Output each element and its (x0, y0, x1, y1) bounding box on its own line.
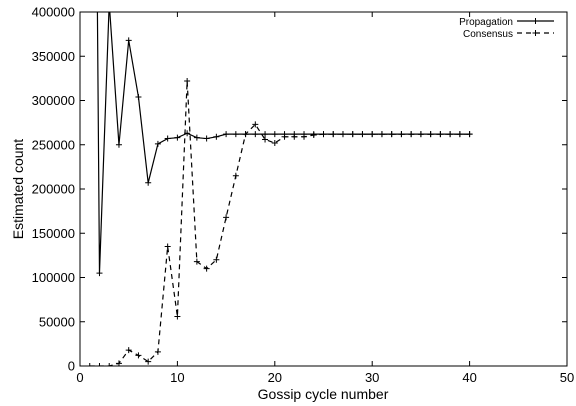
data-point-consensus (223, 214, 230, 221)
y-axis-title: Estimated count (10, 139, 26, 239)
y-tick-label: 100000 (32, 270, 75, 285)
series-propagation (96, 0, 473, 277)
data-point-propagation (193, 134, 200, 141)
data-point-consensus (184, 78, 191, 85)
data-point-consensus (388, 131, 395, 138)
data-point-propagation (96, 270, 103, 277)
data-point-consensus (164, 243, 171, 250)
data-point-propagation (271, 131, 278, 138)
data-point-consensus (291, 133, 298, 140)
data-point-consensus (349, 131, 356, 138)
x-axis: 0 10 20 30 40 50 (76, 12, 574, 385)
series-line-consensus (89, 80, 470, 366)
data-point-consensus (242, 131, 249, 138)
data-point-consensus (310, 132, 317, 139)
data-point-consensus (456, 131, 463, 138)
data-point-consensus (301, 133, 308, 140)
y-tick-label: 200000 (32, 182, 75, 197)
data-point-propagation (125, 37, 132, 44)
y-tick-label: 400000 (32, 5, 75, 20)
data-point-consensus (378, 131, 385, 138)
data-point-consensus (262, 136, 269, 143)
y-tick-label: 0 (68, 359, 75, 374)
y-tick-label: 50000 (39, 314, 75, 329)
data-point-propagation (164, 135, 171, 142)
data-point-consensus (320, 131, 327, 138)
data-point-consensus (203, 265, 210, 272)
x-tick-label: 10 (170, 370, 184, 385)
series-layer (86, 0, 473, 366)
series-line-propagation (96, 12, 470, 274)
data-point-consensus (447, 131, 454, 138)
data-point-consensus (174, 313, 181, 320)
data-point-consensus (417, 131, 424, 138)
data-point-consensus (398, 131, 405, 138)
x-axis-title: Gossip cycle number (258, 386, 389, 402)
data-point-propagation (262, 131, 269, 138)
data-point-consensus (330, 131, 337, 138)
x-tick-label: 40 (462, 370, 476, 385)
x-tick-label: 50 (560, 370, 574, 385)
data-point-consensus (86, 363, 93, 366)
data-point-consensus (145, 358, 152, 365)
data-point-consensus (281, 133, 288, 140)
data-point-consensus (213, 256, 220, 263)
y-tick-label: 350000 (32, 49, 75, 64)
data-point-consensus (466, 131, 473, 138)
data-point-consensus (115, 360, 122, 366)
x-tick-label: 20 (268, 370, 282, 385)
legend-marker-propagation (532, 18, 539, 24)
x-tick-label: 30 (365, 370, 379, 385)
data-point-consensus (193, 258, 200, 265)
data-point-propagation (203, 135, 210, 142)
data-point-propagation (145, 179, 152, 186)
legend: Propagation Consensus (459, 17, 554, 40)
data-point-propagation (135, 93, 142, 100)
data-point-consensus (427, 131, 434, 138)
data-point-propagation (252, 131, 259, 138)
data-point-consensus (369, 131, 376, 138)
data-point-propagation (106, 0, 112, 6)
legend-marker-consensus (532, 30, 539, 36)
data-point-consensus (106, 363, 113, 366)
data-point-propagation (223, 131, 230, 138)
data-point-consensus (437, 131, 444, 138)
x-tick-label: 0 (76, 370, 83, 385)
data-point-consensus (359, 131, 366, 138)
y-tick-label: 250000 (32, 137, 75, 152)
plot-frame (79, 11, 568, 367)
legend-label-propagation: Propagation (459, 17, 513, 28)
data-point-consensus (271, 139, 278, 146)
data-point-consensus (232, 172, 239, 179)
data-point-propagation (232, 131, 239, 138)
y-tick-label: 300000 (32, 93, 75, 108)
legend-label-consensus: Consensus (463, 29, 513, 40)
data-point-consensus (125, 347, 132, 354)
y-axis: 0 50000 100000 150000 200000 250000 300000 3500… (32, 5, 567, 374)
data-point-consensus (408, 131, 415, 138)
data-point-propagation (213, 133, 220, 140)
y-tick-label: 150000 (32, 226, 75, 241)
data-point-consensus (135, 352, 142, 359)
data-point-propagation (154, 140, 161, 147)
data-point-propagation (174, 134, 181, 141)
data-point-consensus (154, 348, 161, 355)
data-point-consensus (252, 121, 259, 128)
data-point-consensus (339, 131, 346, 138)
data-point-propagation (115, 141, 122, 148)
data-point-consensus (96, 363, 103, 366)
series-consensus (86, 78, 473, 366)
